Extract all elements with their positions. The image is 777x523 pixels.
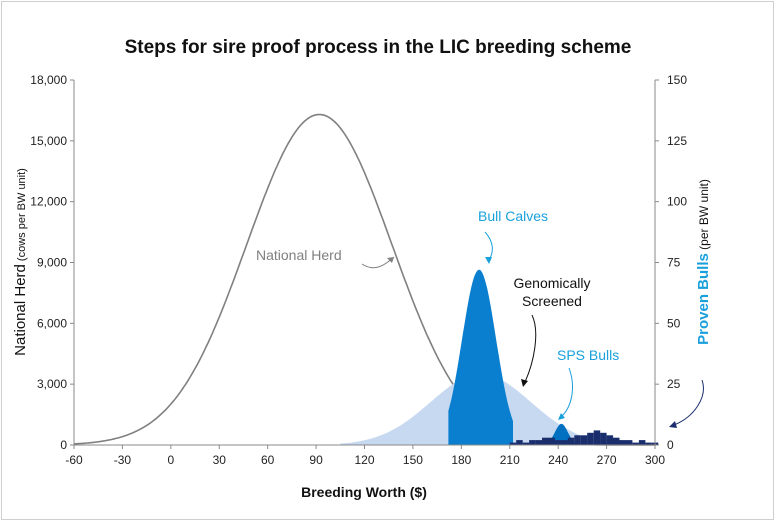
proven-bulls-bar xyxy=(606,435,614,445)
y-right-tick-label: 125 xyxy=(667,134,687,148)
x-tick-label: 300 xyxy=(645,453,665,467)
proven-bulls-bar xyxy=(580,435,588,445)
annotation-national-herd-arrowhead xyxy=(387,257,394,263)
annotation-bull-calves-arrowhead xyxy=(485,257,492,264)
annotation-proven-bulls-arrow xyxy=(673,379,704,426)
y-left-axis-label: National Herd (cows per BW unit) xyxy=(12,168,29,356)
x-tick-label: -30 xyxy=(114,453,132,467)
y-right-tick-label: 150 xyxy=(667,73,687,87)
proven-bulls-bar xyxy=(625,440,633,445)
x-tick-label: 120 xyxy=(354,453,374,467)
y-right-tick-label: 75 xyxy=(667,256,681,270)
y-right-tick-label: 0 xyxy=(667,438,674,452)
proven-bulls-bar xyxy=(542,437,549,445)
annotation-sps-bulls-arrowhead xyxy=(558,413,565,420)
proven-bulls-bar xyxy=(554,440,562,445)
y-left-tick-label: 12,000 xyxy=(30,195,67,209)
y-left-tick-label: 0 xyxy=(60,438,67,452)
annotation-screened: Screened xyxy=(522,293,582,309)
x-axis-label: Breeding Worth ($) xyxy=(301,484,427,500)
annotation-bull-calves: Bull Calves xyxy=(478,208,548,224)
y-left-tick-label: 9,000 xyxy=(37,256,67,270)
tick-layer: -60 -30 0 30 60 90 120 150 180 210 240 270 30003,000… xyxy=(30,73,687,467)
x-tick-label: 180 xyxy=(451,453,471,467)
proven-bulls-bar xyxy=(522,442,530,445)
y-right-axis-label: Proven Bulls (per BW unit) xyxy=(695,179,712,345)
x-tick-label: 240 xyxy=(548,453,568,467)
proven-bulls-bar xyxy=(567,437,575,445)
x-tick-label: 90 xyxy=(309,453,323,467)
y-right-tick-label: 50 xyxy=(667,316,681,330)
proven-bulls-bar xyxy=(509,442,517,445)
y-right-tick-label: 100 xyxy=(667,195,687,209)
x-tick-label: 0 xyxy=(167,453,174,467)
x-tick-label: 270 xyxy=(597,453,617,467)
y-left-tick-label: 15,000 xyxy=(30,134,67,148)
proven-bulls-bar xyxy=(600,432,607,445)
proven-bulls-bar xyxy=(613,437,620,445)
proven-bulls-bar xyxy=(593,430,601,445)
proven-bulls-bar xyxy=(529,440,536,445)
series-area-bull-calves xyxy=(448,269,513,445)
x-tick-label: 150 xyxy=(403,453,423,467)
annotation-sps-bulls-arrow xyxy=(560,367,573,418)
proven-bulls-bar xyxy=(645,442,652,445)
annotation-bull-calves-arrow xyxy=(484,231,493,261)
annotation-screened-arrowhead xyxy=(521,379,528,387)
proven-bulls-bar xyxy=(516,440,523,445)
proven-bulls-bar xyxy=(548,437,555,445)
proven-bulls-bar xyxy=(619,440,626,445)
x-tick-label: -60 xyxy=(65,453,83,467)
y-right-axis-label-sub: (per BW unit) xyxy=(697,179,711,253)
proven-bulls-bar xyxy=(561,440,568,445)
annotation-national-herd: National Herd xyxy=(256,247,342,263)
proven-bulls-bar xyxy=(574,435,581,445)
proven-bulls-bar xyxy=(638,440,646,445)
y-left-axis-label-sub: (cows per BW unit) xyxy=(16,168,28,264)
annotation-sps-bulls: SPS Bulls xyxy=(557,347,619,363)
annotation-proven-bulls-arrowhead xyxy=(669,421,677,428)
proven-bulls-bar xyxy=(632,442,639,445)
annotation-screened-arrow xyxy=(524,314,537,383)
x-tick-label: 30 xyxy=(213,453,227,467)
y-left-tick-label: 18,000 xyxy=(30,73,67,87)
y-right-tick-label: 25 xyxy=(667,377,681,391)
y-left-tick-label: 3,000 xyxy=(37,377,67,391)
x-tick-label: 210 xyxy=(500,453,520,467)
y-left-tick-label: 6,000 xyxy=(37,316,67,330)
chart-title: Steps for sire proof process in the LIC … xyxy=(125,37,632,58)
y-right-axis-label-main: Proven Bulls xyxy=(695,253,712,345)
proven-bulls-bar xyxy=(587,432,594,445)
x-tick-label: 60 xyxy=(261,453,275,467)
proven-bulls-bar xyxy=(535,440,543,445)
annotation-genomically: Genomically xyxy=(513,275,590,291)
y-left-axis-label-main: National Herd xyxy=(12,264,29,356)
